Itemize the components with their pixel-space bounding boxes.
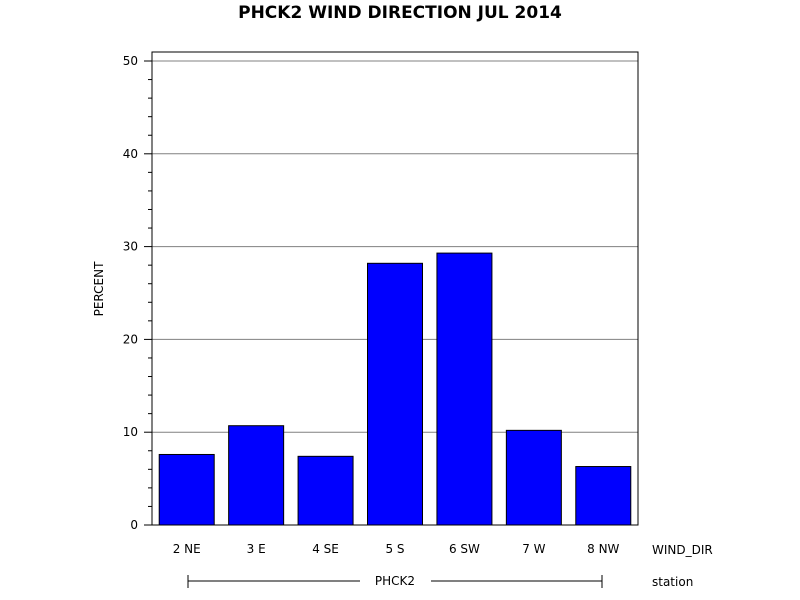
bar	[228, 425, 285, 526]
bar	[575, 466, 632, 526]
bar	[158, 453, 215, 526]
x-axis-label: WIND_DIR	[652, 543, 713, 557]
x-tick-label: 3 E	[247, 542, 266, 556]
y-tick-label: 50	[123, 54, 138, 68]
y-tick-label: 40	[123, 147, 138, 161]
y-tick-label: 30	[123, 240, 138, 254]
station-axis-label: station	[652, 575, 693, 589]
y-tick-label: 10	[123, 425, 138, 439]
bar	[367, 262, 423, 526]
bar	[505, 429, 562, 526]
x-tick-label: 2 NE	[173, 542, 201, 556]
bars	[158, 252, 632, 526]
x-tick-label: 4 SE	[312, 542, 339, 556]
x-tick-label: 6 SW	[449, 542, 480, 556]
bar	[436, 252, 493, 526]
y-axis: 0 10 20 30 40 50	[123, 54, 152, 532]
bar	[297, 455, 354, 526]
y-tick-label: 0	[130, 518, 138, 532]
plot-frame	[151, 51, 639, 526]
x-tick-label: 8 NW	[587, 542, 619, 556]
x-tick-label: 7 W	[522, 542, 545, 556]
x-axis: 2 NE 3 E 4 SE 5 S 6 SW 7 W 8 NW	[173, 542, 620, 556]
chart-title: PHCK2 WIND DIRECTION JUL 2014	[238, 3, 562, 23]
station-group: PHCK2 station	[187, 574, 693, 589]
x-tick-label: 5 S	[385, 542, 404, 556]
station-name: PHCK2	[375, 574, 415, 588]
y-tick-label: 20	[123, 332, 138, 346]
y-axis-label: PERCENT	[92, 261, 106, 316]
